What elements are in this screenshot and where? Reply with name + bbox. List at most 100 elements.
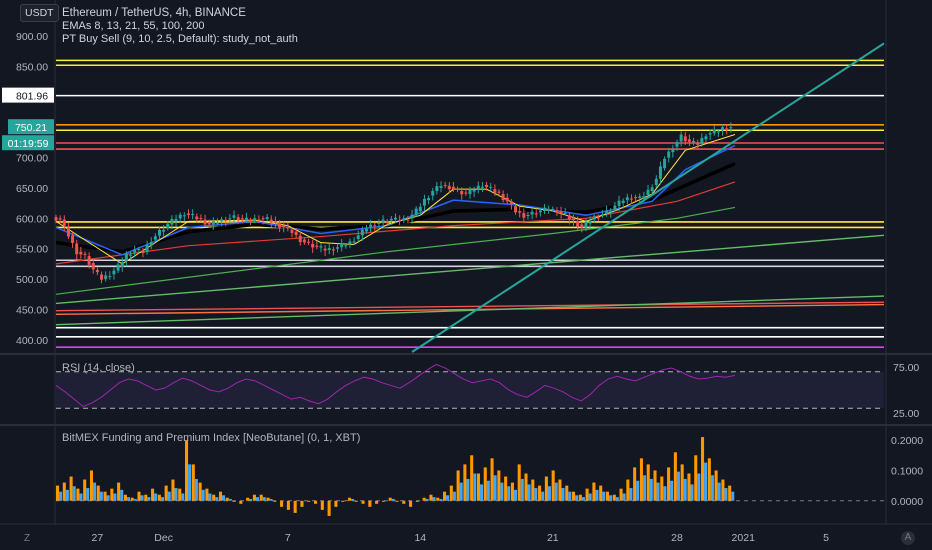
premium-bar [262, 497, 266, 501]
premium-bar [181, 493, 185, 501]
premium-bar [731, 491, 735, 501]
funding-tick-label: 0.1000 [891, 465, 923, 477]
funding-bar [592, 482, 596, 501]
funding-bar [599, 485, 603, 501]
candle-body [489, 186, 493, 188]
ema-200-line [55, 206, 736, 295]
candle-body [153, 236, 157, 240]
funding-bar [69, 476, 73, 501]
price-tick-label: 700.00 [16, 153, 48, 165]
premium-bar [65, 489, 69, 501]
timezone-icon[interactable]: Z [24, 533, 31, 544]
funding-bar [612, 494, 616, 501]
candle-body [95, 269, 99, 273]
symbol-title: Ethereum / TetherUS, 4h, BINANCE [62, 7, 246, 19]
candle-body [112, 270, 116, 275]
candle-body [323, 248, 327, 251]
candle-body [555, 210, 559, 213]
funding-bar [375, 500, 379, 504]
funding-bar [76, 488, 80, 501]
candle-body [427, 197, 431, 201]
premium-bar [222, 495, 226, 501]
candle-body [178, 214, 182, 219]
funding-bar [151, 488, 155, 501]
candle-body [658, 166, 662, 179]
candle-body [294, 231, 298, 236]
funding-bar [619, 488, 623, 501]
funding-bar [483, 467, 487, 501]
sloped-level [55, 301, 885, 312]
funding-bar [524, 473, 528, 501]
candle-body [145, 245, 149, 252]
funding-bar [117, 482, 121, 501]
premium-bar [126, 497, 131, 501]
premium-bar [473, 473, 477, 501]
funding-bar [212, 494, 216, 501]
sloped-level [55, 303, 885, 316]
candle-body [199, 218, 203, 220]
candle-body [447, 185, 451, 190]
candle-body [62, 219, 66, 226]
price-label: 750.21 [15, 122, 47, 134]
premium-bar [228, 498, 232, 501]
premium-bar [446, 495, 450, 501]
candle-body [307, 241, 311, 243]
candle-body [580, 224, 584, 228]
candle-body [149, 242, 153, 246]
premium-bar [188, 464, 192, 501]
candle-body [220, 219, 224, 222]
funding-bar [347, 497, 352, 501]
funding-bar [565, 485, 569, 501]
candle-body [675, 142, 679, 147]
candle-body [356, 235, 360, 239]
funding-bar [381, 500, 385, 502]
candle-body [493, 189, 497, 193]
candle-body [360, 229, 364, 236]
price-tick-label: 500.00 [16, 274, 48, 286]
funding-bar [62, 482, 66, 501]
candle-body [278, 223, 282, 228]
candle-body [298, 235, 302, 243]
auto-scale-icon[interactable]: A [901, 531, 915, 545]
candle-body [410, 214, 414, 219]
candle-body [58, 218, 62, 220]
premium-bar [194, 478, 198, 501]
premium-bar [133, 498, 137, 501]
premium-bar [269, 498, 273, 501]
candle-body [240, 218, 244, 220]
candle-body [381, 219, 385, 223]
funding-bar [463, 464, 467, 501]
candle-body [348, 241, 352, 245]
candle-body [584, 221, 588, 228]
ema-legend: EMAs 8, 13, 21, 55, 100, 200 [62, 20, 205, 32]
funding-bar [653, 470, 657, 501]
candle-body [344, 245, 348, 247]
funding-bar [728, 485, 732, 501]
candle-body [236, 217, 240, 221]
candle-body [224, 219, 228, 221]
funding-bar [361, 500, 365, 504]
funding-bar [300, 500, 304, 507]
funding-bar [660, 476, 664, 501]
premium-bar [588, 493, 592, 501]
funding-bar [320, 500, 324, 510]
candle-body [385, 221, 389, 223]
premium-bar [697, 473, 701, 501]
premium-bar [710, 475, 714, 501]
funding-bar [171, 479, 175, 501]
funding-bar [456, 470, 460, 501]
premium-bar [615, 497, 619, 501]
candle-body [617, 200, 621, 207]
candle-body [406, 219, 410, 221]
candle-body [211, 221, 215, 225]
candle-body [609, 211, 613, 213]
currency-label[interactable]: USDT [20, 4, 59, 22]
candle-body [509, 201, 513, 205]
premium-bar [547, 486, 551, 501]
funding-bar [429, 494, 433, 501]
ema-100-line [55, 181, 736, 265]
premium-bar [459, 482, 463, 501]
premium-bar [527, 484, 531, 501]
candle-body [373, 225, 377, 227]
